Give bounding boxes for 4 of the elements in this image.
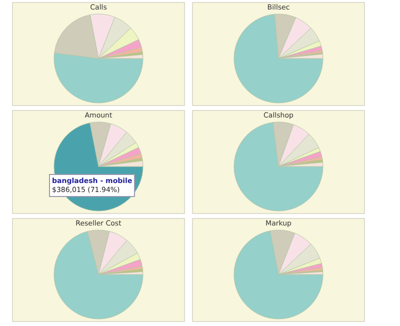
- pie-slice: [234, 122, 324, 212]
- pie-slice: [234, 230, 324, 320]
- pie-slice: [54, 231, 144, 320]
- pie-slice: [234, 14, 324, 104]
